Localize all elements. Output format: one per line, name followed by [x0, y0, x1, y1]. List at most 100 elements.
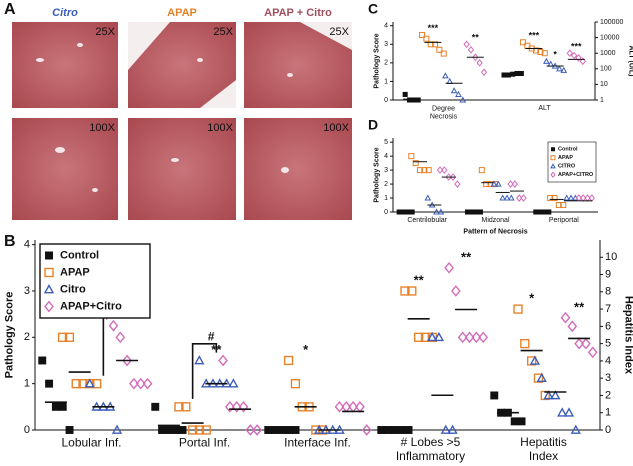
data-point	[567, 194, 575, 201]
data-point	[181, 402, 191, 412]
panel-label: D	[368, 117, 378, 133]
data-point	[45, 379, 54, 388]
legend-label: Control	[558, 147, 578, 153]
column-title: APAP + Citro	[264, 7, 332, 19]
y2-tick-label: 5	[605, 338, 611, 350]
x-tick-label: Lobular Inf.	[61, 435, 121, 449]
data-point	[511, 180, 519, 188]
data-point	[415, 97, 421, 103]
data-point	[115, 331, 126, 344]
data-point	[575, 54, 582, 62]
data-point	[556, 65, 563, 72]
data-point	[501, 72, 507, 78]
y-tick-label: 4	[384, 23, 388, 30]
column-title: APAP	[167, 7, 197, 19]
data-point	[400, 286, 410, 296]
data-point	[174, 402, 184, 412]
legend-swatch	[551, 147, 555, 152]
data-point	[129, 377, 139, 390]
legend-swatch	[550, 155, 556, 161]
significance-mark: **	[574, 299, 585, 314]
significance-bracket	[191, 342, 218, 399]
data-point	[158, 426, 167, 434]
data-point	[84, 378, 95, 388]
data-point	[407, 286, 417, 296]
histology-image	[128, 118, 236, 220]
data-point	[459, 96, 467, 103]
legend-swatch	[43, 284, 55, 294]
data-point	[283, 355, 294, 366]
data-point	[560, 311, 571, 324]
data-point	[563, 407, 575, 417]
data-point	[252, 424, 263, 436]
data-point	[425, 167, 432, 174]
data-point	[361, 424, 372, 436]
x-tick-label: ALT	[538, 105, 551, 112]
data-point	[432, 41, 439, 48]
data-point	[471, 331, 482, 344]
data-point	[560, 201, 567, 209]
column-title: Citro	[52, 7, 78, 19]
y2-tick-label: 10	[605, 251, 617, 263]
significance-mark: **	[472, 32, 480, 42]
data-point	[526, 356, 537, 366]
data-point	[225, 400, 235, 413]
data-point	[543, 390, 554, 400]
data-point	[65, 426, 74, 434]
x-tick-label: Degree Necrosis	[430, 105, 458, 120]
y2-tick-label: 6	[605, 320, 611, 332]
data-point	[411, 97, 417, 103]
data-point	[533, 47, 540, 54]
data-point	[57, 332, 68, 342]
data-point	[427, 41, 434, 48]
data-point	[516, 194, 523, 202]
data-point	[555, 201, 562, 209]
data-point	[408, 153, 415, 160]
significance-mark: ***	[529, 30, 540, 40]
data-point	[464, 331, 475, 344]
data-point	[444, 261, 454, 274]
data-point	[413, 332, 424, 342]
data-point	[550, 390, 561, 400]
data-point	[291, 426, 300, 434]
data-point	[142, 377, 153, 390]
y2-tick-label: 0	[605, 424, 611, 436]
data-point	[64, 332, 75, 342]
data-point	[533, 373, 544, 383]
data-point	[231, 400, 242, 413]
data-point	[520, 39, 527, 46]
data-point	[505, 72, 511, 78]
data-point	[245, 424, 256, 436]
data-point	[463, 40, 470, 49]
data-point	[426, 331, 438, 342]
legend-swatch	[550, 163, 556, 169]
data-point	[51, 402, 60, 411]
y-tick-label: 4	[24, 239, 30, 251]
legend-label: APAP+CITRO	[558, 172, 594, 178]
y-tick-label: 0	[24, 424, 30, 436]
data-point	[563, 194, 571, 201]
y2-tick-label: 1	[605, 407, 611, 419]
data-point	[570, 424, 581, 434]
data-point	[543, 57, 550, 64]
data-point	[513, 304, 523, 314]
y2-tick-label: 10	[600, 81, 608, 88]
y2-tick-label: 10000	[600, 34, 620, 41]
data-point	[472, 53, 479, 62]
legend-swatch	[44, 300, 54, 313]
y-tick-label: 1	[384, 78, 388, 85]
data-point	[517, 417, 526, 426]
y2-tick-label: 1	[600, 97, 604, 104]
data-point	[566, 49, 573, 58]
data-point	[490, 391, 499, 400]
data-point	[71, 379, 81, 389]
data-point	[520, 338, 530, 349]
y-tick-label: 3	[384, 167, 388, 174]
y-tick-label: 2	[384, 60, 388, 67]
significance-mark: *	[529, 291, 535, 306]
x-axis-label: Pattern of Necrosis	[463, 228, 527, 235]
data-point	[454, 180, 461, 188]
data-point	[520, 194, 527, 202]
legend-box	[547, 141, 597, 183]
significance-mark: *	[303, 342, 309, 357]
